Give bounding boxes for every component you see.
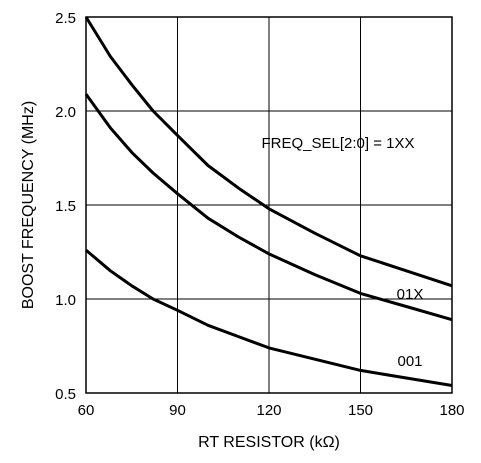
series-label-01x: 01X [397, 286, 424, 303]
series-lines [84, 16, 453, 387]
y-tick-labels: 0.5 1.0 1.5 2.0 2.5 [55, 10, 76, 403]
x-axis-label: RT RESISTOR (kΩ) [198, 434, 340, 451]
y-tick-label-0.5: 0.5 [55, 386, 76, 403]
grid-lines [86, 17, 452, 393]
y-tick-label-1.0: 1.0 [55, 292, 76, 309]
x-tick-label-90: 90 [169, 402, 186, 419]
series-line-1 [84, 93, 453, 322]
series-line-0 [84, 16, 453, 288]
x-tick-label-150: 150 [348, 402, 373, 419]
y-tick-label-2.0: 2.0 [55, 104, 76, 121]
x-tick-labels: 60 90 120 150 180 [78, 402, 465, 419]
x-tick-label-120: 120 [256, 402, 281, 419]
plot-frame [85, 16, 453, 394]
series-label-1xx: FREQ_SEL[2:0] = 1XX [262, 135, 415, 152]
x-tick-label-60: 60 [78, 402, 95, 419]
series-line-2 [85, 248, 453, 387]
y-tick-label-1.5: 1.5 [55, 198, 76, 215]
y-tick-label-2.5: 2.5 [55, 10, 76, 27]
x-tick-label-180: 180 [439, 402, 464, 419]
y-axis-label: BOOST FREQUENCY (MHz) [20, 101, 37, 309]
series-label-001: 001 [397, 353, 422, 370]
